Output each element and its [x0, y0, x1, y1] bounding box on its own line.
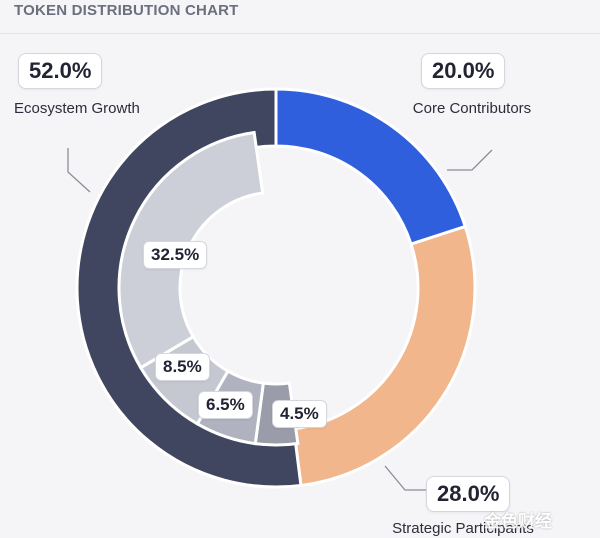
data-label-inner-6-5: 6.5% [198, 391, 253, 419]
outer-ring [75, 87, 477, 489]
data-label-strategic-participants: 28.0% [426, 476, 511, 512]
leader-line-core [447, 149, 493, 171]
data-label-ecosystem-growth: 52.0% [18, 53, 103, 89]
legend-label-ecosystem-growth: Ecosystem Growth [14, 100, 140, 117]
leader-line-ecosystem [67, 148, 91, 193]
title-divider [0, 33, 600, 34]
data-label-core-contributors: 20.0% [421, 53, 506, 89]
leader-line-strategic [384, 465, 428, 491]
outer-slice-strategic-participants [292, 224, 477, 488]
data-label-inner-4-5: 4.5% [272, 400, 327, 428]
inner-slice-32-5 [117, 130, 265, 370]
data-label-inner-8-5: 8.5% [155, 353, 210, 381]
legend-label-strategic-participants: Strategic Participants [392, 520, 534, 537]
leader-lines [67, 148, 493, 491]
legend-label-core-contributors: Core Contributors [412, 100, 532, 117]
chart-title: TOKEN DISTRIBUTION CHART [14, 2, 239, 19]
data-label-inner-32-5: 32.5% [143, 241, 208, 269]
watermark: 金色财经 [484, 512, 552, 531]
